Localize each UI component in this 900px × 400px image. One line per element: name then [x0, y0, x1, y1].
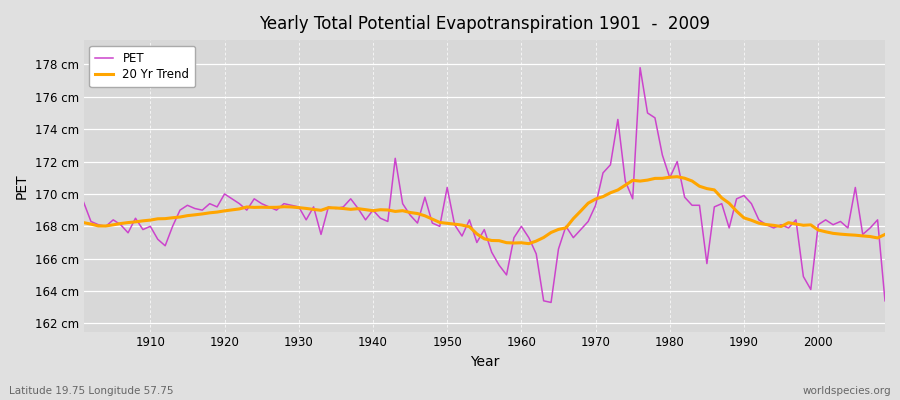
20 Yr Trend: [138, 218, 148, 223]
Title: Yearly Total Potential Evapotranspiration 1901  -  2009: Yearly Total Potential Evapotranspiratio…: [259, 15, 710, 33]
PET: [634, 65, 645, 70]
Text: worldspecies.org: worldspecies.org: [803, 386, 891, 396]
20 Yr Trend: [301, 206, 311, 211]
X-axis label: Year: Year: [470, 355, 499, 369]
Text: Latitude 19.75 Longitude 57.75: Latitude 19.75 Longitude 57.75: [9, 386, 174, 396]
PET: [879, 298, 890, 303]
Legend: PET, 20 Yr Trend: PET, 20 Yr Trend: [89, 46, 195, 87]
Y-axis label: PET: PET: [15, 173, 29, 199]
20 Yr Trend: [612, 188, 623, 192]
PET: [508, 235, 519, 240]
PET: [138, 227, 148, 232]
PET: [346, 196, 356, 201]
20 Yr Trend: [524, 241, 535, 246]
Line: PET: PET: [84, 68, 885, 302]
20 Yr Trend: [508, 241, 519, 246]
20 Yr Trend: [671, 174, 682, 179]
Line: 20 Yr Trend: 20 Yr Trend: [84, 177, 885, 244]
20 Yr Trend: [516, 240, 526, 245]
PET: [612, 117, 623, 122]
PET: [78, 200, 89, 204]
20 Yr Trend: [879, 232, 890, 237]
PET: [301, 218, 311, 222]
20 Yr Trend: [346, 207, 356, 212]
20 Yr Trend: [78, 220, 89, 225]
PET: [516, 224, 526, 229]
PET: [545, 300, 556, 305]
